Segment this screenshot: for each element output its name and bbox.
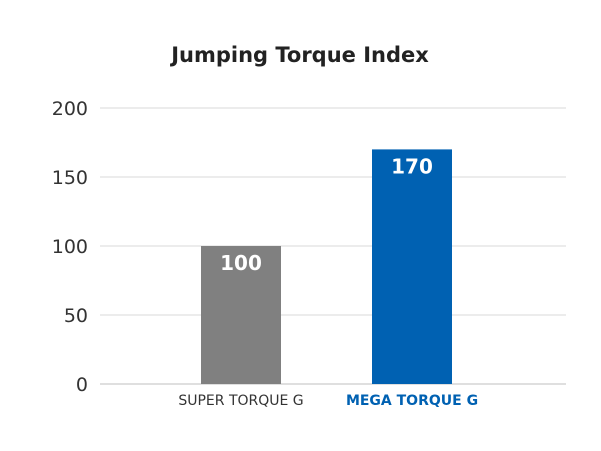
y-axis: 0 50 100 150 200 [52,98,88,396]
y-tick-label: 200 [52,98,88,120]
chart-title: Jumping Torque Index [169,43,429,67]
bar [201,246,281,384]
data-labels: 100 170 [220,154,433,275]
data-label: 170 [391,154,433,178]
x-tick-label: SUPER TORQUE G [178,393,303,409]
x-tick-label: MEGA TORQUE G [346,393,478,409]
bar [372,149,452,384]
x-axis: SUPER TORQUE G MEGA TORQUE G [178,393,478,409]
data-label: 100 [220,251,262,275]
gridlines [100,107,566,385]
y-tick-label: 150 [52,167,88,189]
y-tick-label: 0 [76,374,88,396]
y-tick-label: 100 [52,236,88,258]
bars [201,149,452,384]
y-tick-label: 50 [64,305,88,327]
